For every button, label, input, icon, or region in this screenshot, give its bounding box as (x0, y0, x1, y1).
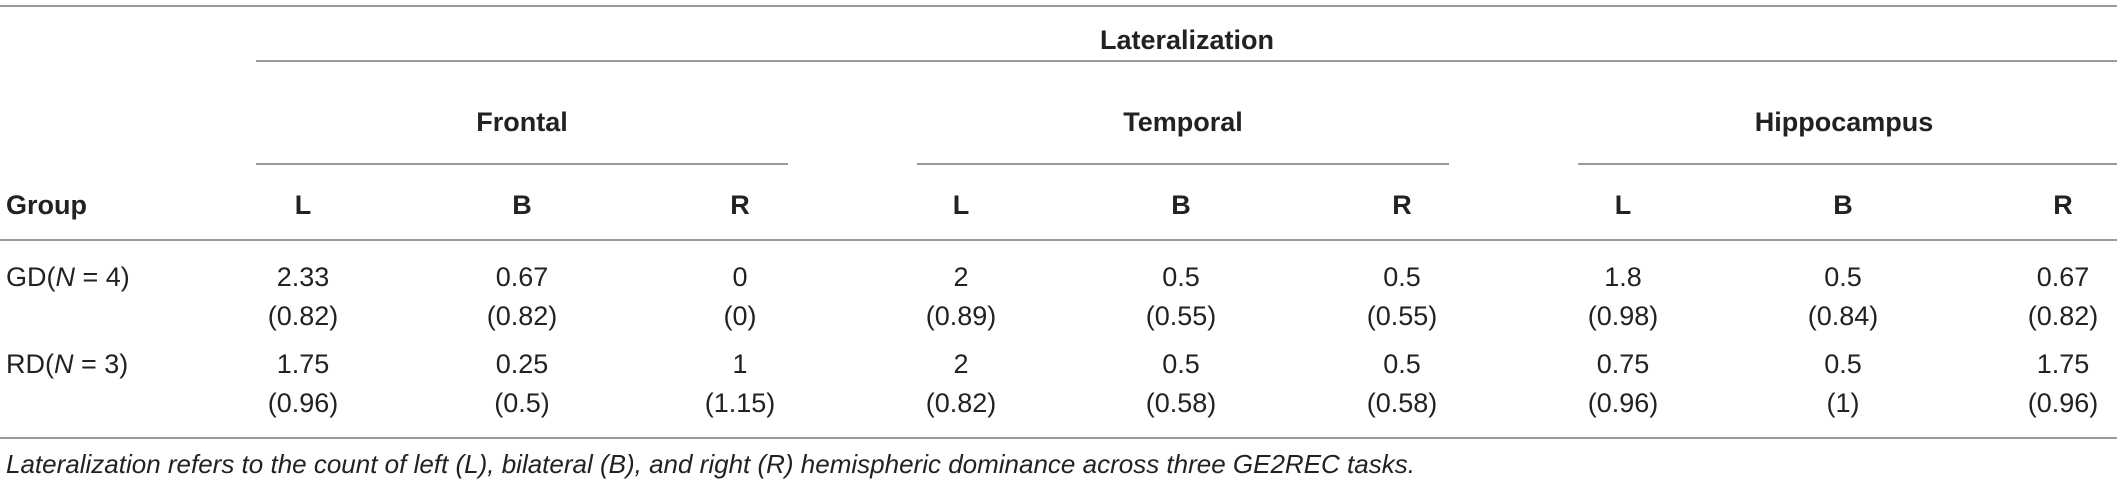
gd-hippocampus-b-sd: (0.84) (1807, 301, 1879, 331)
col-header-temporal-l: L (952, 190, 970, 220)
gd-hippocampus-l-mean: 1.8 (1604, 262, 1642, 292)
rd-hippocampus-b-mean: 0.5 (1824, 349, 1862, 379)
header-bottom-rule (0, 239, 2117, 241)
gd-temporal-b-mean: 0.5 (1162, 262, 1200, 292)
gd-frontal-r-mean: 0 (732, 262, 748, 292)
rd-hippocampus-r-sd: (0.96) (2027, 388, 2099, 418)
rd-hippocampus-b-sd: (1) (1826, 388, 1860, 418)
rd-temporal-b-sd: (0.58) (1145, 388, 1217, 418)
table-top-rule (0, 5, 2117, 7)
gd-frontal-r-sd: (0) (723, 301, 757, 331)
col-header-temporal-r: R (1392, 190, 1412, 220)
rd-temporal-l-sd: (0.82) (925, 388, 997, 418)
col-header-temporal-b: B (1171, 190, 1191, 220)
frontal-span-rule (256, 163, 788, 165)
gd-temporal-l-sd: (0.89) (925, 301, 997, 331)
rd-temporal-r-sd: (0.58) (1366, 388, 1438, 418)
col-header-hippocampus-r: R (2053, 190, 2073, 220)
rd-hippocampus-r-mean: 1.75 (2036, 349, 2090, 379)
gd-frontal-b-sd: (0.82) (486, 301, 558, 331)
gd-frontal-l-sd: (0.82) (267, 301, 339, 331)
gd-hippocampus-l-sd: (0.98) (1587, 301, 1659, 331)
region-hippocampus-header: Hippocampus (1754, 107, 1934, 137)
gd-temporal-r-sd: (0.55) (1366, 301, 1438, 331)
table-footnote: Lateralization refers to the count of le… (6, 449, 1415, 479)
temporal-span-rule (917, 163, 1449, 165)
gd-hippocampus-b-mean: 0.5 (1824, 262, 1862, 292)
rd-frontal-r-sd: (1.15) (704, 388, 776, 418)
table-bottom-rule (0, 437, 2117, 439)
rd-frontal-b-sd: (0.5) (494, 388, 550, 418)
gd-frontal-l-mean: 2.33 (276, 262, 330, 292)
gd-temporal-b-sd: (0.55) (1145, 301, 1217, 331)
col-header-hippocampus-l: L (1614, 190, 1632, 220)
rd-frontal-b-mean: 0.25 (495, 349, 549, 379)
rd-temporal-b-mean: 0.5 (1162, 349, 1200, 379)
row-gd-group-label: GD(N = 4) (6, 262, 130, 292)
row-rd-group-label: RD(N = 3) (6, 349, 129, 379)
rd-frontal-r-mean: 1 (732, 349, 748, 379)
gd-temporal-l-mean: 2 (953, 262, 969, 292)
gd-hippocampus-r-mean: 0.67 (2036, 262, 2090, 292)
rd-hippocampus-l-sd: (0.96) (1587, 388, 1659, 418)
col-header-frontal-b: B (512, 190, 532, 220)
gd-temporal-r-mean: 0.5 (1383, 262, 1421, 292)
gd-hippocampus-r-sd: (0.82) (2027, 301, 2099, 331)
lateralization-header: Lateralization (1099, 25, 1275, 55)
rd-frontal-l-mean: 1.75 (276, 349, 330, 379)
hippocampus-span-rule (1578, 163, 2117, 165)
col-header-frontal-r: R (730, 190, 750, 220)
col-header-frontal-l: L (294, 190, 312, 220)
region-temporal-header: Temporal (1123, 107, 1243, 137)
lateralization-span-rule (256, 60, 2117, 62)
col-header-hippocampus-b: B (1833, 190, 1853, 220)
region-frontal-header: Frontal (476, 107, 568, 137)
rd-frontal-l-sd: (0.96) (267, 388, 339, 418)
rd-temporal-r-mean: 0.5 (1383, 349, 1421, 379)
rd-temporal-l-mean: 2 (953, 349, 969, 379)
group-column-header: Group (6, 190, 87, 220)
rd-hippocampus-l-mean: 0.75 (1596, 349, 1650, 379)
gd-frontal-b-mean: 0.67 (495, 262, 549, 292)
